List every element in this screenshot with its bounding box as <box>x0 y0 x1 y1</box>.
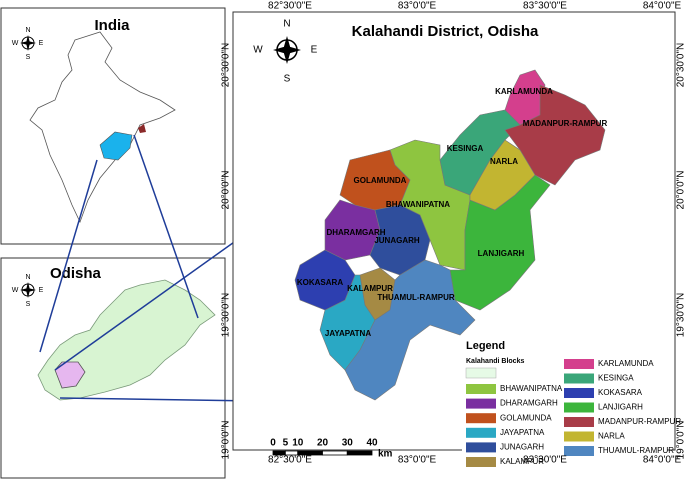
odisha-highlight <box>99 131 133 161</box>
legend-items: BHAWANIPATNA DHARAMGARH GOLAMUNDA JAYAPATNA… <box>466 359 681 467</box>
block-label: DHARAMGARH <box>326 228 385 237</box>
legend-label: MADANPUR-RAMPUR <box>598 417 681 426</box>
compass-w: W <box>12 40 19 47</box>
legend-label: KARLAMUNDA <box>598 359 654 368</box>
lon-label: 84°0'0"E <box>643 1 682 12</box>
lon-label: 83°0'0"E <box>398 455 437 466</box>
legend-swatch <box>564 359 594 369</box>
block-label: JUNAGARH <box>374 236 420 245</box>
legend-swatch <box>466 427 496 438</box>
legend-swatch <box>466 457 496 467</box>
compass-e: E <box>39 287 44 294</box>
legend-label: KALAMPUR <box>500 457 544 466</box>
lat-label: 19°0'0"N <box>676 421 685 460</box>
block-label: JAYAPATNA <box>325 329 371 338</box>
legend-label: NARLA <box>598 432 625 441</box>
scale-tick-label: 10 <box>292 438 304 449</box>
compass-e: E <box>311 45 318 56</box>
block-area <box>469 139 536 211</box>
scale-segment <box>322 450 348 456</box>
block-labels: BHAWANIPATNA DHARAMGARH GOLAMUNDA JAYAPATNA… <box>297 87 608 338</box>
lon-label: 83°0'0"E <box>398 1 437 12</box>
compass-n: N <box>25 274 30 281</box>
legend-label: BHAWANIPATNA <box>500 384 563 393</box>
block-label: THUAMUL-RAMPUR <box>377 293 455 302</box>
odisha-title: Odisha <box>50 265 102 282</box>
main-compass: N S W E <box>253 19 317 85</box>
scale-segment <box>346 450 373 456</box>
compass-s: S <box>26 54 31 61</box>
legend-swatch <box>564 446 594 456</box>
lat-label: 19°0'0"N <box>221 421 232 460</box>
legend-swatch <box>564 388 594 398</box>
india-region <box>138 124 146 133</box>
legend-swatch <box>466 442 496 453</box>
block-area <box>294 249 356 311</box>
compass-w: W <box>253 45 263 56</box>
odisha-compass: N S W E <box>12 274 44 308</box>
compass-s: S <box>284 74 291 85</box>
lat-label: 20°0'0"N <box>221 171 232 210</box>
legend-swatch <box>564 373 594 384</box>
scale-tick-label: 40 <box>366 438 378 449</box>
lon-label: 84°0'0"E <box>643 455 682 466</box>
scale-tick-label: 0 <box>270 438 276 449</box>
legend-swatch <box>564 402 594 413</box>
legend-swatch <box>465 367 497 379</box>
legend-swatch <box>466 384 496 394</box>
lon-label: 83°30'0"E <box>523 1 567 12</box>
lat-label: 19°30'0"N <box>221 293 232 338</box>
block-label: KALAMPUR <box>347 284 393 293</box>
compass-n: N <box>283 19 290 30</box>
block-label: GOLAMUNDA <box>354 176 407 185</box>
india-title: India <box>94 17 130 34</box>
compass-e: E <box>39 40 44 47</box>
lat-label: 20°30'0"N <box>676 43 685 88</box>
block-label: BHAWANIPATNA <box>386 200 450 209</box>
legend-label: JUNAGARH <box>500 443 544 452</box>
india-outline <box>29 31 176 224</box>
lat-label: 19°30'0"N <box>676 293 685 338</box>
scale-unit: km <box>378 449 393 460</box>
legend-swatch <box>466 398 496 409</box>
legend-label: JAYAPATNA <box>500 428 545 437</box>
legend-swatch <box>564 417 594 427</box>
legend-label: KESINGA <box>598 374 634 383</box>
block-area <box>344 259 476 401</box>
block-label: KOKASARA <box>297 278 343 287</box>
legend-label: THUAMUL-RAMPUR <box>598 446 674 455</box>
lon-label: 82°30'0"E <box>268 1 312 12</box>
legend-title: Legend <box>466 340 505 352</box>
india-compass: N S W E <box>12 27 44 61</box>
legend-subtitle: Kalahandi Blocks <box>466 358 524 365</box>
compass-n: N <box>25 27 30 34</box>
block-label: KARLAMUNDA <box>495 87 553 96</box>
legend-label: LANJIGARH <box>598 403 643 412</box>
legend-swatch <box>564 431 594 442</box>
compass-w: W <box>12 287 19 294</box>
scale-tick-label: 5 <box>283 438 289 449</box>
legend-swatch <box>466 413 496 424</box>
block-label: LANJIGARH <box>478 249 525 258</box>
scale-tick-label: 20 <box>317 438 329 449</box>
lat-label: 20°30'0"N <box>221 43 232 88</box>
legend-label: DHARAMGARH <box>500 399 558 408</box>
compass-s: S <box>26 301 31 308</box>
lat-label: 20°0'0"N <box>676 171 685 210</box>
kalahandi-inset <box>54 361 86 389</box>
lon-label: 82°30'0"E <box>268 455 312 466</box>
legend-label: GOLAMUNDA <box>500 413 552 422</box>
block-label: KESINGA <box>447 144 484 153</box>
blocks <box>294 69 606 401</box>
block-area <box>504 84 606 186</box>
legend-label: KOKASARA <box>598 388 643 397</box>
main-title: Kalahandi District, Odisha <box>352 23 539 40</box>
block-label: MADANPUR-RAMPUR <box>523 119 608 128</box>
lon-label: 83°30'0"E <box>523 455 567 466</box>
scale-tick-label: 30 <box>342 438 354 449</box>
block-label: NARLA <box>490 157 518 166</box>
